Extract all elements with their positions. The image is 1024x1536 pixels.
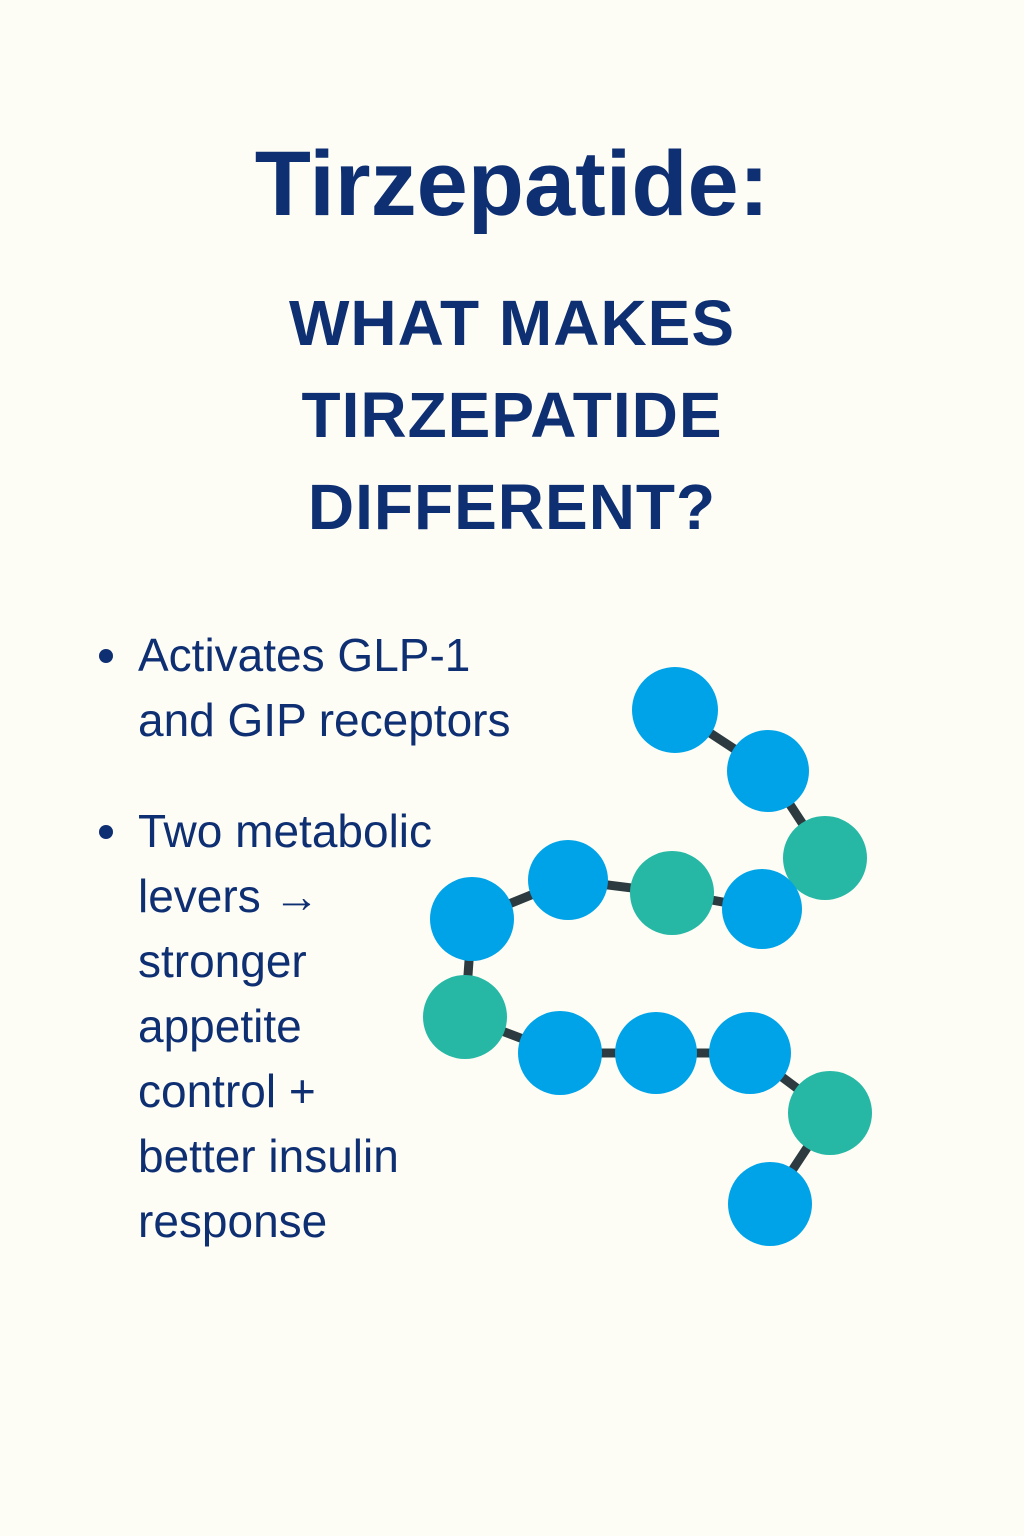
atom — [528, 840, 608, 920]
atom — [728, 1162, 812, 1246]
bullet-line: appetite — [138, 1000, 302, 1052]
atom — [722, 869, 802, 949]
bullet-line: response — [138, 1195, 327, 1247]
atom — [518, 1011, 602, 1095]
atom — [632, 667, 718, 753]
bullet-line: stronger — [138, 935, 307, 987]
atom — [615, 1012, 697, 1094]
atom — [727, 730, 809, 812]
subtitle-line: DIFFERENT? — [308, 471, 716, 543]
atom — [709, 1012, 791, 1094]
title: Tirzepatide: — [255, 133, 770, 235]
atom — [423, 975, 507, 1059]
bullet-line: levers → — [138, 870, 319, 922]
bullet-line: better insulin — [138, 1130, 399, 1182]
bullet-line: control + — [138, 1065, 316, 1117]
bullet-line: Activates GLP-1 — [138, 629, 470, 681]
atom — [430, 877, 514, 961]
atom — [783, 816, 867, 900]
bullet-dot — [99, 649, 113, 663]
subtitle-line: WHAT MAKES — [289, 287, 735, 359]
bullet-line: and GIP receptors — [138, 694, 510, 746]
bullet-dot — [99, 825, 113, 839]
atom — [788, 1071, 872, 1155]
bullet-line: Two metabolic — [138, 805, 432, 857]
molecule — [423, 667, 872, 1246]
atom — [630, 851, 714, 935]
subtitle-line: TIRZEPATIDE — [301, 379, 722, 451]
